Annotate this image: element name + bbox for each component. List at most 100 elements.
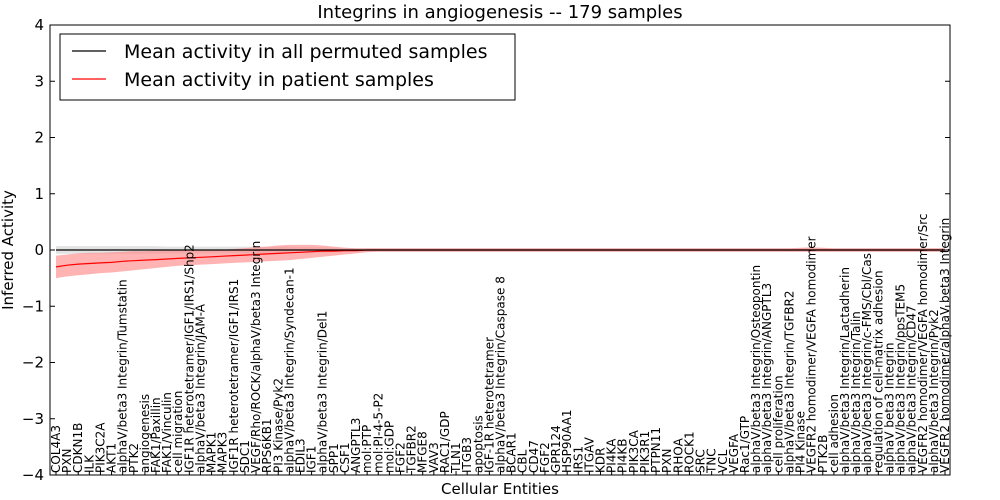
- x-category-label: SRC: [694, 449, 708, 473]
- legend-label-permuted: Mean activity in all permuted samples: [124, 41, 487, 63]
- x-category-label: PXN: [60, 449, 74, 473]
- x-category-label: ROCK1: [682, 431, 696, 473]
- x-category-label: cell migration: [171, 391, 185, 473]
- x-category-label: VEGFR2 homodimer/VEGFA homodimer/Src: [916, 213, 930, 473]
- x-category-label: VEGFR2 homodimer/VEGFA homodimer: [805, 236, 819, 473]
- y-tick-label: 3: [34, 72, 44, 90]
- x-category-label: ITGB3: [460, 437, 474, 473]
- x-category-label: alphaV/beta3 Integrin/Del1: [316, 311, 330, 473]
- x-category-label: FAK1/Vinculin: [160, 392, 174, 473]
- x-category-label: IGF1R heterotetramer/IGF1/IRS1: [227, 279, 241, 473]
- x-category-label: IGF1: [305, 446, 319, 473]
- legend: Mean activity in all permuted samples Me…: [59, 33, 516, 101]
- x-category-label: ANGPTL3: [349, 418, 363, 473]
- x-category-label: PTK2: [127, 443, 141, 473]
- x-category-label: alphaV/beta3 Integrin/CD47: [905, 305, 919, 473]
- x-category-label: alphaV/beta3 Integrin/ppsTEM5: [894, 284, 908, 473]
- x-category-label: Rac1/GTP: [738, 416, 752, 473]
- x-category-label: alphaV/beta3 Integrin/Talin: [849, 311, 863, 473]
- x-category-label: CBL: [516, 449, 530, 473]
- y-tick-label: −2: [22, 354, 44, 372]
- plot-frame: [49, 24, 951, 476]
- x-category-label: RPS6KB1: [260, 418, 274, 473]
- x-category-label: PXN: [660, 449, 674, 473]
- x-category-label: PIK3C2A: [94, 422, 108, 473]
- x-category-label: CDKN1B: [71, 423, 85, 473]
- x-category-label: SDC1: [238, 440, 252, 473]
- x-category-label: SPP1: [327, 443, 341, 473]
- x-category-label: MAPK3: [216, 432, 230, 473]
- x-category-label: IGF-1R heterotetramer: [482, 337, 496, 473]
- x-category-label: CSF1: [338, 442, 352, 473]
- x-category-label: alphaV/beta3 Integrin/c-FMS/Cbl/Cas: [860, 253, 874, 473]
- x-category-label: alphaV/beta3 Integrin/TGFBR2: [782, 290, 796, 473]
- x-category-label: EDIL3: [294, 438, 308, 473]
- x-category-label: AKT1: [105, 443, 119, 473]
- legend-label-patient: Mean activity in patient samples: [124, 69, 434, 91]
- x-category-label: RHOA: [671, 437, 685, 473]
- x-category-label: RAC1/GDP: [438, 411, 452, 473]
- legend-box: [59, 33, 516, 101]
- x-category-label: PI4KB: [616, 438, 630, 473]
- series-lines: [55, 249, 945, 268]
- x-category-label: IGF1R heterotetramer/IGF1/IRS1/Shp2: [182, 244, 196, 473]
- x-category-label: alphaV/beta3 Integrin/ANGPTL3: [760, 283, 774, 473]
- x-category-label: FGF2: [394, 442, 408, 473]
- y-tick-label: −3: [22, 410, 44, 428]
- y-axis-title: Inferred Activity: [0, 190, 17, 310]
- x-category-label: PTPN11: [649, 427, 663, 473]
- x-category-label: mol:PTP: [360, 425, 374, 473]
- x-category-label: PI4KA: [605, 438, 619, 473]
- x-category-label: ITGAV: [582, 436, 596, 473]
- x-category-label: VEGF/Rho/ROCK/alphaV/beta3 Integrin: [249, 241, 263, 473]
- y-tick-label: −4: [22, 466, 44, 484]
- x-category-label: alphaV/beta3 Integrin/Caspase 8: [494, 276, 508, 473]
- x-category-label: FGF2: [538, 442, 552, 473]
- x-category-label: alphaV/beta3 Integrin/Tumstatin: [116, 279, 130, 473]
- x-category-label: IRS1: [571, 446, 585, 473]
- y-tick-label: 0: [34, 241, 44, 259]
- x-category-label: PTK2B: [816, 435, 830, 473]
- x-category-label: MAPK1: [205, 432, 219, 473]
- x-category-label: VAV3: [427, 442, 441, 473]
- chart-title: Integrins in angiogenesis -- 179 samples: [317, 2, 682, 23]
- x-category-label: TLN1: [449, 442, 463, 474]
- x-category-label: alphaV/beta3 Integrin/JAM-A: [194, 303, 208, 473]
- x-category-label: PIK3R1: [638, 431, 652, 473]
- x-category-label: alphaV/beta3 Integrin/Syndecan-1: [282, 267, 296, 473]
- x-category-label: cell proliferation: [771, 375, 785, 473]
- x-category-label: VEGFR2 homodimer/alphaV beta3 Integrin: [938, 218, 952, 473]
- x-category-label: alphaV beta3 Integrin: [882, 342, 896, 473]
- x-category-label: mol:GDP: [382, 421, 396, 473]
- x-category-label: COL4A3: [49, 425, 63, 473]
- x-category-label: apoptosis: [471, 415, 485, 473]
- x-category-label: alphaV/beta3 Integrin/Pyk2: [927, 309, 941, 473]
- x-category-label: MFGE8: [416, 431, 430, 473]
- x-category-label: ILK: [82, 454, 96, 473]
- y-tick-label: 4: [34, 16, 44, 34]
- x-category-label: TGFBR2: [405, 425, 419, 474]
- x-category-label: GPR124: [549, 425, 563, 473]
- x-category-label: CD47: [527, 440, 541, 473]
- x-category-label: mol:PI-4-5-P2: [371, 393, 385, 473]
- x-category-label: alphaV/beta3 Integrin/Lactadherin: [838, 267, 852, 473]
- x-category-label: cell adhesion: [827, 394, 841, 473]
- x-category-label: angiogenesis: [138, 394, 152, 473]
- category-labels: COL4A3PXNCDKN1BILKPIK3C2AAKT1alphaV/beta…: [49, 213, 952, 475]
- x-category-label: TNC: [705, 448, 719, 474]
- x-category-label: alphaV/beta3 Integrin/Osteopontin: [749, 265, 763, 473]
- x-category-label: PI4 Kinase: [794, 411, 808, 473]
- x-category-label: BCAR1: [505, 432, 519, 473]
- x-axis-title: Cellular Entities: [441, 480, 559, 498]
- y-tick-label: −1: [22, 297, 44, 315]
- x-category-label: VCL: [716, 449, 730, 473]
- x-category-label: FAK1/Paxillin: [149, 397, 163, 473]
- y-tick-label: 2: [34, 129, 44, 147]
- x-category-label: KDR: [594, 448, 608, 473]
- y-axis-ticks: −4 −3 −2 −1 0 1 2 3 4: [22, 16, 950, 484]
- x-category-label: PI3 Kinase/Pyk2: [271, 378, 285, 473]
- x-category-label: VEGFA: [727, 433, 741, 473]
- x-category-label: regulation of cell-matrix adhesion: [871, 270, 885, 473]
- y-tick-label: 1: [34, 185, 44, 203]
